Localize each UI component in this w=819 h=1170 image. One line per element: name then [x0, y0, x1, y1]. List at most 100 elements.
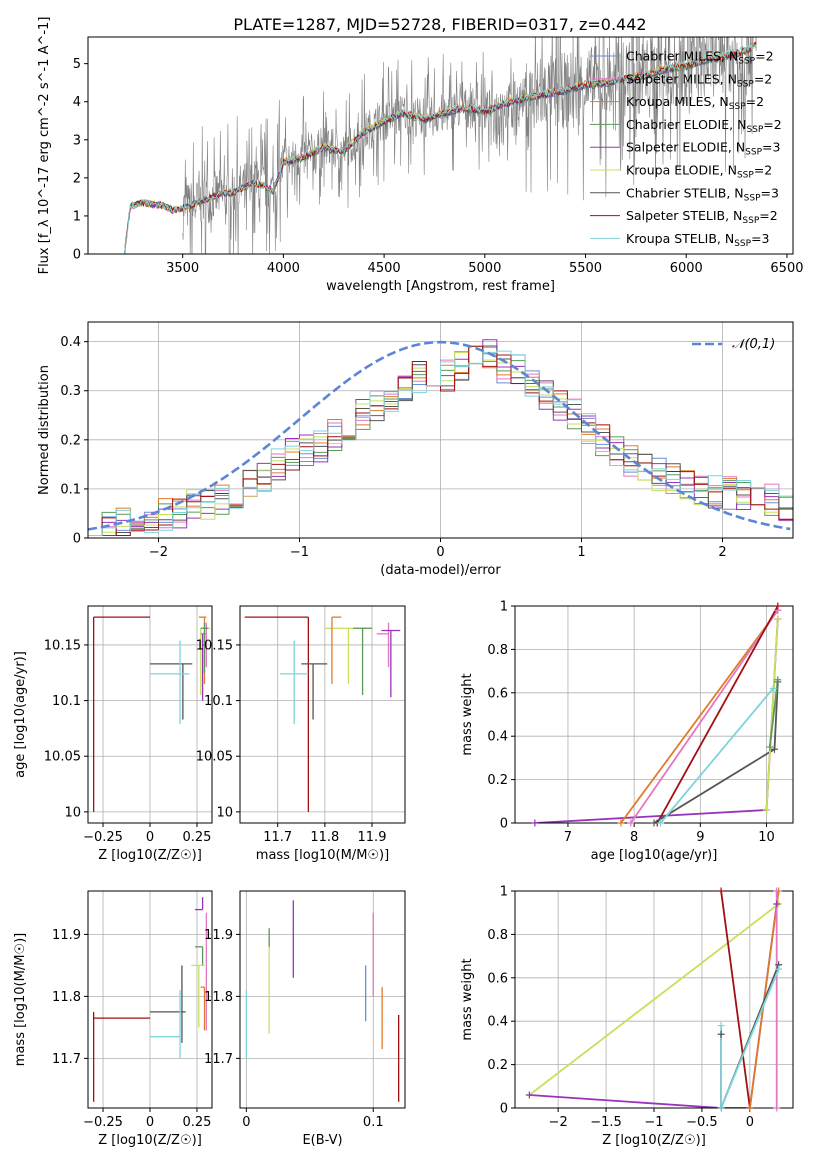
legend-value: =3	[751, 231, 769, 246]
axes-frame	[87, 36, 794, 255]
y-tick-label: 0.4	[60, 335, 81, 350]
x-tick-label: −2	[549, 1115, 568, 1130]
spectrum-panel-marks	[124, 37, 757, 254]
y-axis-label: mass weight	[460, 673, 475, 755]
x-tick-label: 0	[242, 1115, 250, 1130]
spectrum-panel: 3500 4000 4500 5000 5500 6000 6500 0 1 2 3 4 5 wavele…	[37, 17, 804, 294]
x-tick-label: 8	[630, 830, 638, 845]
x-tick-label: 11.7	[263, 830, 292, 845]
mass-vs-Z-panel: −0.25 0 0.25 11.7 11.8 11.9 Z [log10(Z/Z☉)] mas…	[13, 890, 213, 1148]
y-tick-label: 11.8	[204, 990, 233, 1005]
legend-subscript: SSP	[745, 148, 762, 158]
weight-line	[659, 687, 774, 823]
legend-subscript: SSP	[737, 171, 754, 181]
x-tick-label: −1.5	[590, 1115, 622, 1130]
mass-weight-vs-Z-panel-marks	[528, 891, 780, 1108]
legend-subscript: SSP	[737, 79, 754, 89]
mass-vs-Z-panel-marks	[92, 897, 208, 1102]
weight-line	[768, 679, 779, 748]
age-vs-Z-panel-marks	[92, 616, 211, 812]
x-tick-label: 10	[758, 830, 775, 845]
x-axis-label: age [log10(age/yr)]	[591, 848, 718, 863]
weight-line	[720, 891, 751, 1108]
x-tick-label: −1	[290, 545, 309, 560]
weight-marker	[773, 1104, 781, 1112]
y-tick-label: 1	[500, 600, 508, 615]
weight-line	[765, 618, 779, 811]
histogram-kroupa-stelib	[88, 350, 793, 538]
figure-title: PLATE=1287, MJD=52728, FIBERID=0317, z=0…	[233, 15, 646, 34]
axes-frame	[239, 605, 406, 824]
y-tick-label: 3	[73, 133, 81, 148]
legend-entry: Salpeter ELODIE, NSSP=3	[626, 140, 780, 158]
weight-marker	[774, 602, 782, 610]
y-tick-label: 10.05	[44, 750, 81, 765]
weight-marker	[769, 684, 777, 692]
y-axis-label: Normed distribution	[37, 365, 52, 495]
weight-line	[620, 609, 779, 823]
legend-value: =2	[755, 49, 773, 64]
x-tick-label: −2	[149, 545, 168, 560]
y-tick-label: 11.9	[52, 928, 81, 943]
normal-curve	[88, 340, 791, 531]
x-tick-label: 11.9	[358, 830, 387, 845]
model-chabrier-stelib	[124, 43, 757, 254]
x-tick-label: 0.25	[182, 1115, 211, 1130]
y-tick-label: 10.1	[52, 694, 81, 709]
axes-frame	[239, 890, 406, 1109]
y-tick-label: 1	[500, 885, 508, 900]
model-kroupa-stelib	[124, 44, 757, 254]
y-tick-label: 11.8	[52, 990, 81, 1005]
weight-marker	[525, 1091, 533, 1099]
weight-marker	[717, 1022, 725, 1030]
x-tick-label: 0.1	[363, 1115, 384, 1130]
y-tick-label: 4	[73, 95, 81, 110]
y-tick-label: 11.7	[52, 1052, 81, 1067]
weight-marker	[531, 819, 539, 827]
x-tick-label: 0	[436, 545, 444, 560]
age-vs-Z-panel: −0.25 0 0.25 10 10.05 10.1 10.15 Z [log10(Z/Z☉)…	[13, 605, 213, 863]
y-tick-label: 0.4	[487, 730, 508, 745]
legend-subscript: SSP	[744, 193, 761, 203]
y-tick-label: 0	[500, 1102, 508, 1117]
x-tick-label: 2	[718, 545, 726, 560]
x-axis-label: Z [log10(Z/Z☉)]	[602, 1133, 706, 1148]
x-tick-label: −1	[644, 1115, 663, 1130]
weight-line	[720, 968, 780, 1108]
y-tick-label: 11.7	[204, 1052, 233, 1067]
x-tick-label: 6000	[670, 261, 703, 276]
legend-subscript: SSP	[738, 57, 755, 67]
x-axis-label: E(B-V)	[302, 1133, 342, 1148]
weight-line	[528, 903, 780, 1096]
y-tick-label: 5	[73, 57, 81, 72]
weight-marker	[773, 887, 781, 895]
legend: Chabrier MILES, NSSP=2 Salpeter MILES, NS…	[590, 49, 782, 249]
x-tick-label: −0.25	[83, 830, 123, 845]
legend-entry: Kroupa STELIB, NSSP=3	[626, 231, 770, 249]
y-tick-label: 0.2	[487, 1058, 508, 1073]
x-tick-label: 4500	[368, 261, 401, 276]
mass-weight-vs-age-panel-marks	[534, 606, 779, 823]
weight-line	[630, 609, 779, 823]
legend-value: =2	[759, 208, 777, 223]
weight-marker	[746, 1104, 754, 1112]
mass-weight-vs-Z-panel: −2 −1.5 −1 −0.5 0 0 0.2 0.4 0.6 0.8 1 Z [log10(Z/Z☉…	[460, 885, 794, 1148]
weight-line	[656, 606, 779, 823]
weight-marker	[717, 887, 725, 895]
x-tick-label: 0	[146, 1115, 154, 1130]
weight-marker	[650, 819, 658, 827]
legend-value: =2	[754, 163, 772, 178]
y-axis-label: mass weight	[460, 958, 475, 1040]
mass-vs-EBV-panel-marks	[245, 900, 400, 1102]
x-axis-label: Z [log10(Z/Z☉)]	[98, 1133, 202, 1148]
x-tick-label: 4000	[267, 261, 300, 276]
weight-marker	[717, 1104, 725, 1112]
residual-panel-marks	[88, 339, 793, 538]
x-axis-label: Z [log10(Z/Z☉)]	[98, 848, 202, 863]
legend-value: =2	[754, 71, 772, 86]
weight-marker	[627, 819, 635, 827]
y-tick-label: 10.05	[196, 750, 233, 765]
weight-marker	[770, 745, 778, 753]
x-tick-label: −0.25	[83, 1115, 123, 1130]
